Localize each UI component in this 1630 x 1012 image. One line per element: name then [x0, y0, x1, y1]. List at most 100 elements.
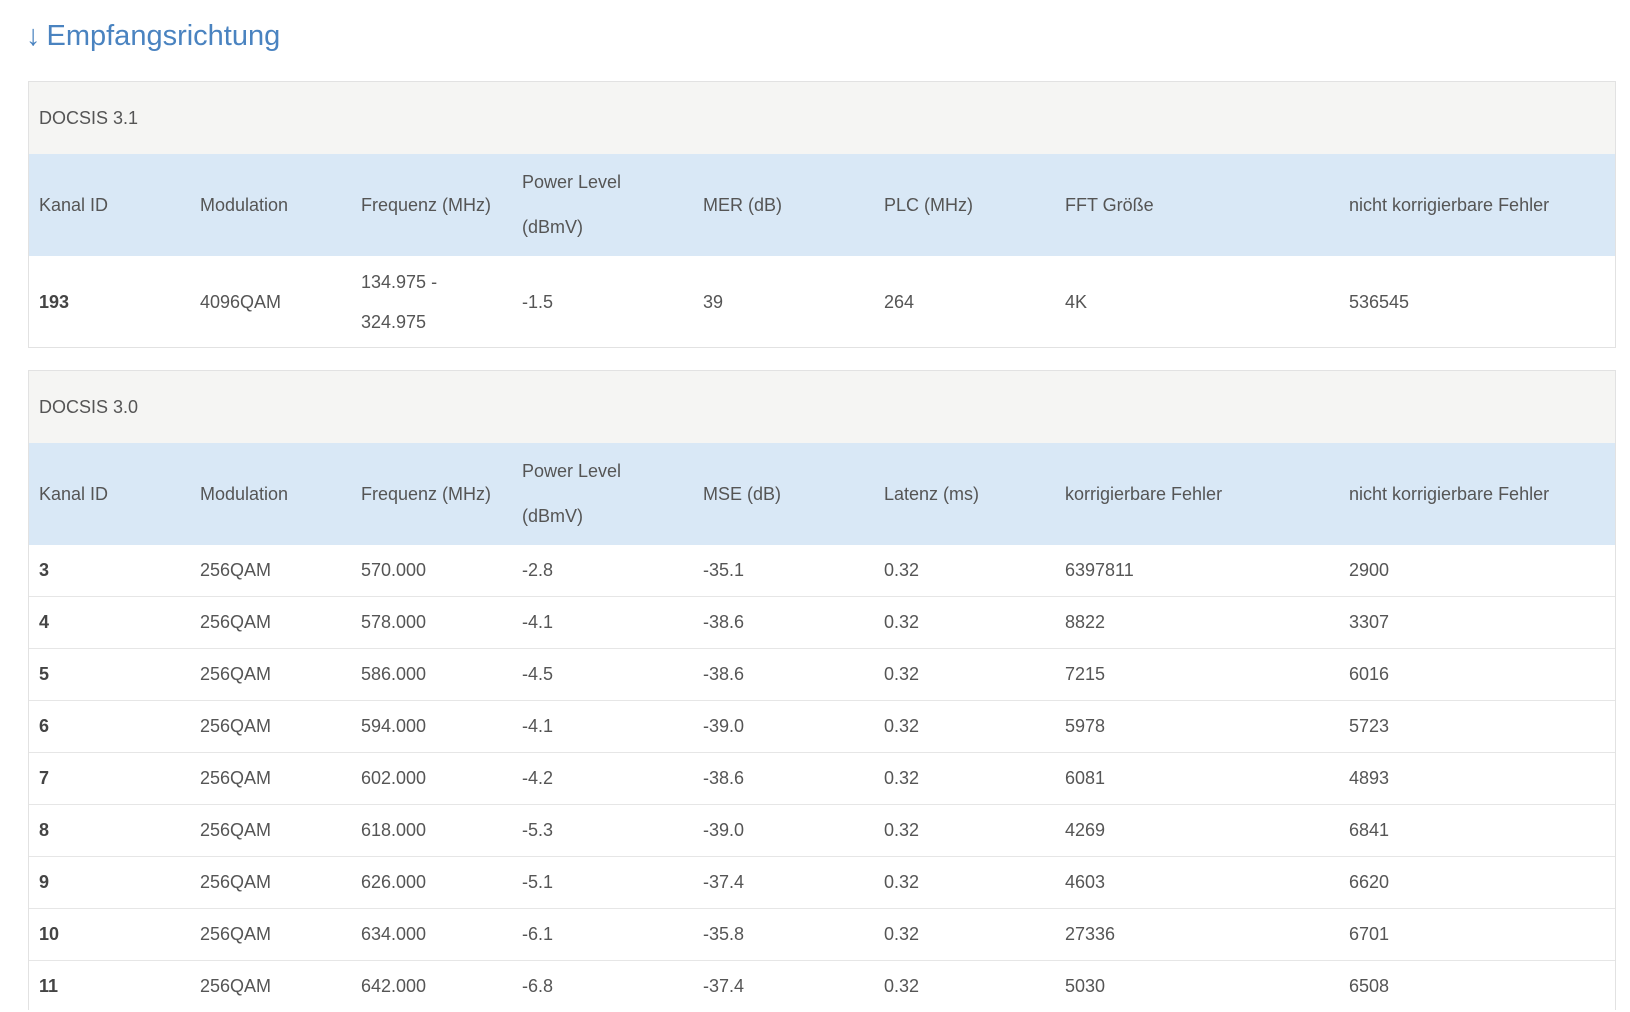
table-cell: 6701 — [1339, 909, 1615, 961]
table-cell: 256QAM — [190, 805, 351, 857]
channel-id-cell: 4 — [29, 597, 190, 649]
column-header: Modulation — [190, 443, 351, 545]
table-cell: -39.0 — [693, 701, 874, 753]
docsis-30-table: Kanal ID Modulation Frequenz (MHz) Power… — [29, 443, 1615, 1012]
table-cell: 4096QAM — [190, 256, 351, 348]
column-header: Latenz (ms) — [874, 443, 1055, 545]
table-cell: -4.1 — [512, 597, 693, 649]
column-header: FFT Größe — [1055, 154, 1339, 256]
docsis-30-title: DOCSIS 3.0 — [29, 371, 1615, 443]
table-cell: -39.0 — [693, 805, 874, 857]
channel-id-cell: 11 — [29, 961, 190, 1012]
table-cell: 5030 — [1055, 961, 1339, 1012]
table-cell: 536545 — [1339, 256, 1615, 348]
table-cell: 618.000 — [351, 805, 512, 857]
table-cell: 0.32 — [874, 753, 1055, 805]
channel-id-cell: 5 — [29, 649, 190, 701]
arrow-down-icon: ↓ — [26, 14, 41, 58]
table-cell: 586.000 — [351, 649, 512, 701]
table-cell: 4K — [1055, 256, 1339, 348]
table-cell: 578.000 — [351, 597, 512, 649]
table-header-row: Kanal ID Modulation Frequenz (MHz) Power… — [29, 443, 1615, 545]
table-cell: 7215 — [1055, 649, 1339, 701]
table-cell: 4269 — [1055, 805, 1339, 857]
table-cell: -4.1 — [512, 701, 693, 753]
table-row: 193 4096QAM 134.975 - 324.975 -1.5 39 26… — [29, 256, 1615, 348]
column-header: Frequenz (MHz) — [351, 443, 512, 545]
table-cell: 0.32 — [874, 597, 1055, 649]
table-cell: -6.1 — [512, 909, 693, 961]
table-cell: 264 — [874, 256, 1055, 348]
table-row: 5 256QAM 586.000 -4.5 -38.6 0.32 7215 60… — [29, 649, 1615, 701]
table-cell: -37.4 — [693, 961, 874, 1012]
table-cell: 642.000 — [351, 961, 512, 1012]
column-header: nicht korrigierbare Fehler — [1339, 443, 1615, 545]
table-cell: -37.4 — [693, 857, 874, 909]
table-cell: 256QAM — [190, 909, 351, 961]
table-cell: 8822 — [1055, 597, 1339, 649]
column-header: nicht korrigierbare Fehler — [1339, 154, 1615, 256]
table-cell: 5723 — [1339, 701, 1615, 753]
table-cell: 602.000 — [351, 753, 512, 805]
column-header: PLC (MHz) — [874, 154, 1055, 256]
channel-id-cell: 7 — [29, 753, 190, 805]
table-cell: -38.6 — [693, 649, 874, 701]
column-header: Modulation — [190, 154, 351, 256]
table-cell: -2.8 — [512, 545, 693, 597]
table-cell: -38.6 — [693, 753, 874, 805]
table-cell: -5.1 — [512, 857, 693, 909]
docsis-31-table: Kanal ID Modulation Frequenz (MHz) Power… — [29, 154, 1615, 348]
docsis-30-panel: DOCSIS 3.0 Kanal ID Modulation Frequenz … — [28, 370, 1616, 1010]
table-cell: 0.32 — [874, 805, 1055, 857]
table-cell: -35.8 — [693, 909, 874, 961]
table-cell: 3307 — [1339, 597, 1615, 649]
table-cell: 626.000 — [351, 857, 512, 909]
channel-id-cell: 193 — [29, 256, 190, 348]
table-row: 8 256QAM 618.000 -5.3 -39.0 0.32 4269 68… — [29, 805, 1615, 857]
table-cell: 634.000 — [351, 909, 512, 961]
column-header: Power Level (dBmV) — [512, 443, 693, 545]
table-row: 11 256QAM 642.000 -6.8 -37.4 0.32 5030 6… — [29, 961, 1615, 1012]
table-cell: 5978 — [1055, 701, 1339, 753]
channel-id-cell: 9 — [29, 857, 190, 909]
column-header: Power Level (dBmV) — [512, 154, 693, 256]
table-cell: 6508 — [1339, 961, 1615, 1012]
column-header: Kanal ID — [29, 443, 190, 545]
table-cell: 256QAM — [190, 649, 351, 701]
table-cell: 570.000 — [351, 545, 512, 597]
channel-id-cell: 8 — [29, 805, 190, 857]
table-cell: -6.8 — [512, 961, 693, 1012]
table-row: 3 256QAM 570.000 -2.8 -35.1 0.32 6397811… — [29, 545, 1615, 597]
table-cell: -4.5 — [512, 649, 693, 701]
table-cell: -1.5 — [512, 256, 693, 348]
column-header: MER (dB) — [693, 154, 874, 256]
table-row: 9 256QAM 626.000 -5.1 -37.4 0.32 4603 66… — [29, 857, 1615, 909]
table-cell: 0.32 — [874, 961, 1055, 1012]
table-row: 7 256QAM 602.000 -4.2 -38.6 0.32 6081 48… — [29, 753, 1615, 805]
table-cell: 4603 — [1055, 857, 1339, 909]
column-header: Frequenz (MHz) — [351, 154, 512, 256]
table-cell: 256QAM — [190, 961, 351, 1012]
table-cell: 594.000 — [351, 701, 512, 753]
table-cell: 39 — [693, 256, 874, 348]
column-header: korrigierbare Fehler — [1055, 443, 1339, 545]
table-cell: 6016 — [1339, 649, 1615, 701]
table-cell: -35.1 — [693, 545, 874, 597]
table-cell: 134.975 - 324.975 — [351, 256, 512, 348]
table-cell: 0.32 — [874, 649, 1055, 701]
table-cell: 6620 — [1339, 857, 1615, 909]
table-cell: 0.32 — [874, 545, 1055, 597]
table-cell: 6397811 — [1055, 545, 1339, 597]
table-cell: 256QAM — [190, 753, 351, 805]
table-cell: 4893 — [1339, 753, 1615, 805]
table-cell: 256QAM — [190, 857, 351, 909]
section-heading: ↓Empfangsrichtung — [26, 14, 280, 58]
table-row: 6 256QAM 594.000 -4.1 -39.0 0.32 5978 57… — [29, 701, 1615, 753]
table-row: 10 256QAM 634.000 -6.1 -35.8 0.32 27336 … — [29, 909, 1615, 961]
table-header-row: Kanal ID Modulation Frequenz (MHz) Power… — [29, 154, 1615, 256]
table-cell: 256QAM — [190, 597, 351, 649]
table-row: 4 256QAM 578.000 -4.1 -38.6 0.32 8822 33… — [29, 597, 1615, 649]
channel-id-cell: 3 — [29, 545, 190, 597]
docsis-31-panel: DOCSIS 3.1 Kanal ID Modulation Frequenz … — [28, 81, 1616, 348]
